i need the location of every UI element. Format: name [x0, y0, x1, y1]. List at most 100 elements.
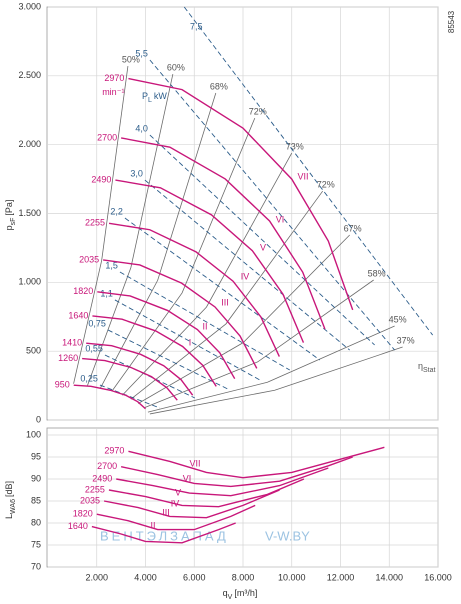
efficiency-label: 67% [344, 223, 362, 233]
curve-label: VI [183, 473, 192, 483]
y-tick-label: 0 [36, 414, 41, 424]
power-label: 2,2 [110, 206, 123, 216]
y-tick-label: 95 [31, 451, 41, 461]
speed-curve [86, 342, 194, 396]
x-tick-label: 16.000 [424, 572, 452, 582]
power-label: 0,55 [85, 343, 103, 353]
power-line [107, 329, 231, 391]
speed-label: 1820 [73, 286, 93, 296]
curve-label: VII [297, 171, 308, 181]
speed-curve [96, 504, 256, 531]
power-line [99, 384, 161, 409]
efficiency-label: 37% [397, 335, 415, 345]
speed-curve [128, 446, 385, 479]
power-label: 7,5 [190, 21, 203, 31]
speed-curve [97, 291, 236, 380]
y-tick-label: 3.000 [18, 1, 41, 11]
power-label: 4,0 [135, 123, 148, 133]
speed-curve [116, 467, 329, 497]
efficiency-label: 72% [317, 179, 335, 189]
efficiency-line [122, 152, 293, 396]
efficiency-label: 68% [210, 81, 228, 91]
speed-curve [103, 259, 258, 369]
speed-curve [73, 384, 146, 410]
speed-label: 1640 [68, 310, 88, 320]
curve-label: II [202, 321, 207, 331]
x-axis-title-symbol: q [223, 588, 228, 598]
y-axis-title-unit: [dB] [4, 481, 14, 497]
x-axis-title-unit: [m³/h] [234, 588, 257, 598]
efficiency-label: 60% [167, 62, 185, 72]
power-line [114, 299, 261, 381]
power-line [119, 271, 290, 371]
y-axis-title-symbol: p [4, 225, 14, 230]
speed-label: 1410 [62, 338, 82, 348]
efficiency-line [111, 117, 256, 392]
power-line [144, 179, 350, 351]
power-label: 3,0 [130, 168, 143, 178]
efficiency-line [147, 325, 395, 413]
efficiency-title-symbol: η [418, 361, 423, 371]
speed-label: 1260 [58, 353, 78, 363]
speed-label: 2035 [80, 495, 100, 505]
speed-curve [82, 357, 178, 401]
speed-curve [103, 489, 280, 519]
speed-curve [91, 522, 236, 544]
speed-label: 2035 [79, 254, 99, 264]
power-label: 5,5 [135, 48, 148, 58]
power-line [149, 134, 375, 346]
power-label-title-unit: kW [154, 91, 168, 101]
speed-label: 2490 [91, 174, 111, 184]
power-label: 0,25 [80, 373, 98, 383]
x-tick-label: 6.000 [183, 572, 206, 582]
efficiency-label: 45% [389, 314, 407, 324]
x-tick-label: 4.000 [134, 572, 157, 582]
y-tick-label: 100 [26, 429, 41, 439]
figure-id: 85543 [447, 10, 456, 33]
efficiency-label: 73% [286, 141, 304, 151]
y-tick-label: 2.500 [18, 70, 41, 80]
speed-curve [108, 222, 280, 357]
efficiency-label: 58% [368, 268, 386, 278]
curve-label: III [221, 297, 229, 307]
y-tick-label: 80 [31, 517, 41, 527]
efficiency-line [87, 73, 174, 386]
curve-label: V [260, 242, 266, 252]
y-tick-label: 1.000 [18, 277, 41, 287]
y-axis-title-unit: [Pa] [4, 200, 14, 216]
curve-label: V [175, 487, 181, 497]
x-tick-label: 8.000 [232, 572, 255, 582]
speed-label: 2700 [97, 461, 117, 471]
power-line [149, 59, 395, 351]
curve-label: III [162, 507, 170, 517]
y-tick-label: 500 [26, 346, 41, 356]
curve-label: VII [189, 458, 200, 468]
curve-label: I [189, 337, 192, 347]
x-tick-label: 12.000 [327, 572, 355, 582]
watermark: ВЕНТЭЛЗАПАД [100, 528, 229, 543]
curve-label: VI [276, 214, 285, 224]
y-axis-title: LWA6 [dB] [4, 481, 17, 519]
speed-curve [92, 315, 217, 387]
watermark: V-W.BY [265, 528, 310, 543]
power-label: 1,5 [105, 260, 118, 270]
speed-unit: min⁻¹ [102, 87, 124, 97]
power-label-title: PL kW [142, 91, 167, 104]
speed-label: 1640 [68, 521, 88, 531]
y-axis-title: psF [Pa] [4, 200, 17, 231]
speed-label: 1820 [73, 509, 93, 519]
y-tick-label: 85 [31, 495, 41, 505]
x-tick-label: 14.000 [375, 572, 403, 582]
speed-curve [120, 137, 326, 330]
y-tick-label: 70 [31, 561, 41, 571]
power-label-title-sub: L [148, 97, 152, 104]
efficiency-line [100, 92, 217, 389]
efficiency-line [144, 279, 374, 409]
y-tick-label: 90 [31, 473, 41, 483]
power-label: 0,75 [88, 318, 106, 328]
efficiency-line [130, 190, 324, 400]
curve-label: IV [241, 271, 250, 281]
curve-label: II [150, 520, 155, 530]
speed-label: 2970 [104, 73, 124, 83]
